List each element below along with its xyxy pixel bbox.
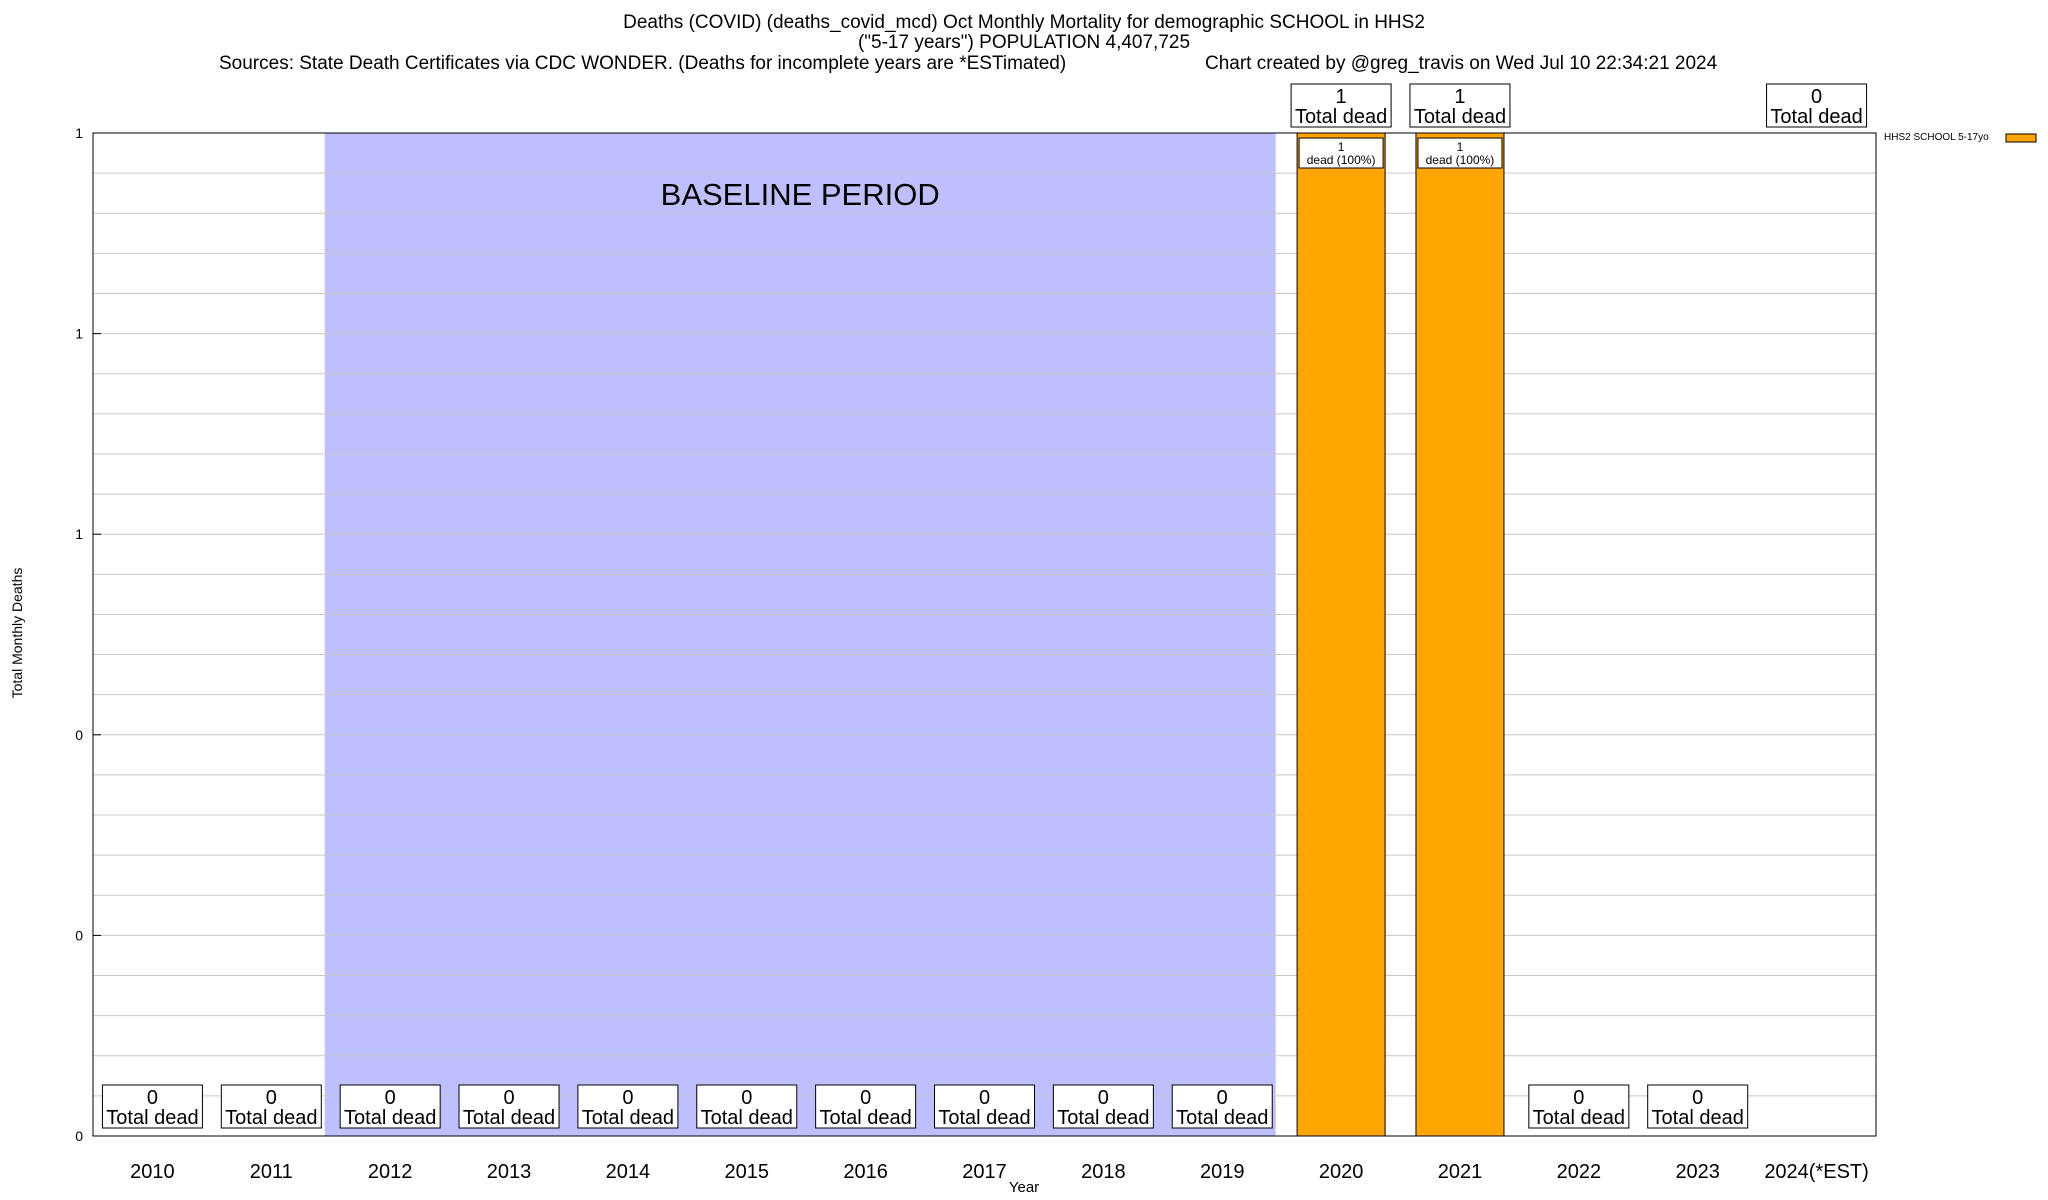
total-dead-value: 0 (1217, 1087, 1228, 1109)
total-dead-text: Total dead (1295, 106, 1387, 128)
total-dead-box (1766, 83, 1868, 128)
total-dead-box (696, 1084, 798, 1129)
total-dead-text: Total dead (1057, 1107, 1149, 1129)
baseline-period-label: BASELINE PERIOD (661, 177, 940, 212)
x-tick-label: 2010 (130, 1161, 175, 1183)
total-dead-text: Total dead (819, 1107, 911, 1129)
total-dead-value: 0 (979, 1087, 990, 1109)
total-dead-text: Total dead (106, 1107, 198, 1129)
total-dead-value: 0 (1692, 1087, 1703, 1109)
total-dead-text: Total dead (225, 1107, 317, 1129)
bar-value-label: 1 (1338, 140, 1345, 154)
total-dead-value: 0 (622, 1087, 633, 1109)
y-tick-label: 0 (75, 727, 83, 743)
total-dead-value: 0 (741, 1087, 752, 1109)
x-tick-label: 2022 (1557, 1161, 1602, 1183)
x-tick-label: 2018 (1081, 1161, 1126, 1183)
x-tick-label: 2019 (1200, 1161, 1245, 1183)
x-tick-label: 2011 (250, 1161, 293, 1183)
x-tick-label: 2020 (1319, 1161, 1364, 1183)
bar (1296, 132, 1386, 1137)
x-axis-label: Year (1008, 1179, 1040, 1196)
total-dead-text: Total dead (463, 1107, 555, 1129)
total-dead-value: 1 (1454, 86, 1465, 108)
legend-label: HHS2 SCHOOL 5-17yo (1884, 132, 1989, 143)
total-dead-text: Total dead (344, 1107, 436, 1129)
total-dead-box (577, 1084, 679, 1129)
total-dead-value: 0 (147, 1087, 158, 1109)
x-tick-label: 2013 (487, 1161, 532, 1183)
total-dead-box (815, 1084, 917, 1129)
total-dead-text: Total dead (1533, 1107, 1625, 1129)
x-tick-label: 2024(*EST) (1764, 1161, 1869, 1183)
x-tick-label: 2014 (606, 1161, 651, 1183)
total-dead-text: Total dead (1770, 106, 1862, 128)
sources-note: Sources: State Death Certificates via CD… (219, 53, 1067, 74)
plot-frame (92, 132, 1877, 1137)
total-dead-text: Total dead (701, 1107, 793, 1129)
bar (1415, 132, 1505, 1137)
y-tick-label: 0 (75, 927, 83, 943)
total-dead-text: Total dead (1414, 106, 1506, 128)
x-tick-label: 2017 (962, 1161, 1007, 1183)
total-dead-box (339, 1084, 441, 1129)
y-tick-label: 1 (75, 125, 83, 141)
total-dead-value: 0 (1811, 86, 1822, 108)
total-dead-text: Total dead (1652, 1107, 1744, 1129)
total-dead-value: 0 (1098, 1087, 1109, 1109)
x-tick-label: 2015 (725, 1161, 770, 1183)
chart-title: Deaths (COVID) (deaths_covid_mcd) Oct Mo… (623, 12, 1425, 33)
bar-value-box (1417, 137, 1503, 169)
total-dead-box (1290, 83, 1392, 128)
total-dead-text: Total dead (582, 1107, 674, 1129)
total-dead-box (934, 1084, 1035, 1129)
x-tick-label: 2021 (1438, 1161, 1483, 1183)
total-dead-value: 0 (503, 1087, 514, 1109)
chart-subtitle: ("5-17 years") POPULATION 4,407,725 (857, 32, 1191, 53)
bar-value-box (1298, 137, 1384, 169)
total-dead-text: Total dead (938, 1107, 1030, 1129)
x-tick-label: 2023 (1675, 1161, 1720, 1183)
total-dead-box (1052, 1084, 1154, 1129)
y-tick-label: 0 (75, 1128, 83, 1144)
legend-swatch (2005, 133, 2037, 143)
bar-value-pct: dead (100%) (1307, 153, 1376, 167)
y-tick-label: 1 (75, 526, 83, 542)
total-dead-value: 0 (266, 1087, 277, 1109)
bar-value-label: 1 (1457, 140, 1464, 154)
chart-credit: Chart created by @greg_travis on Wed Jul… (1205, 53, 1718, 74)
total-dead-value: 0 (860, 1087, 871, 1109)
total-dead-box (1647, 1084, 1749, 1129)
total-dead-box (1409, 83, 1511, 128)
bar-value-pct: dead (100%) (1426, 153, 1495, 167)
x-tick-label: 2012 (368, 1161, 413, 1183)
total-dead-value: 0 (1573, 1087, 1584, 1109)
total-dead-text: Total dead (1176, 1107, 1268, 1129)
total-dead-box (1171, 1084, 1273, 1129)
total-dead-box (220, 1084, 322, 1129)
total-dead-value: 0 (385, 1087, 396, 1109)
x-tick-label: 2016 (843, 1161, 888, 1183)
total-dead-box (101, 1084, 203, 1129)
total-dead-box (1528, 1084, 1630, 1129)
baseline-period-region (324, 133, 1276, 1136)
total-dead-value: 1 (1336, 86, 1347, 108)
total-dead-box (458, 1084, 560, 1129)
y-tick-label: 1 (75, 326, 83, 342)
